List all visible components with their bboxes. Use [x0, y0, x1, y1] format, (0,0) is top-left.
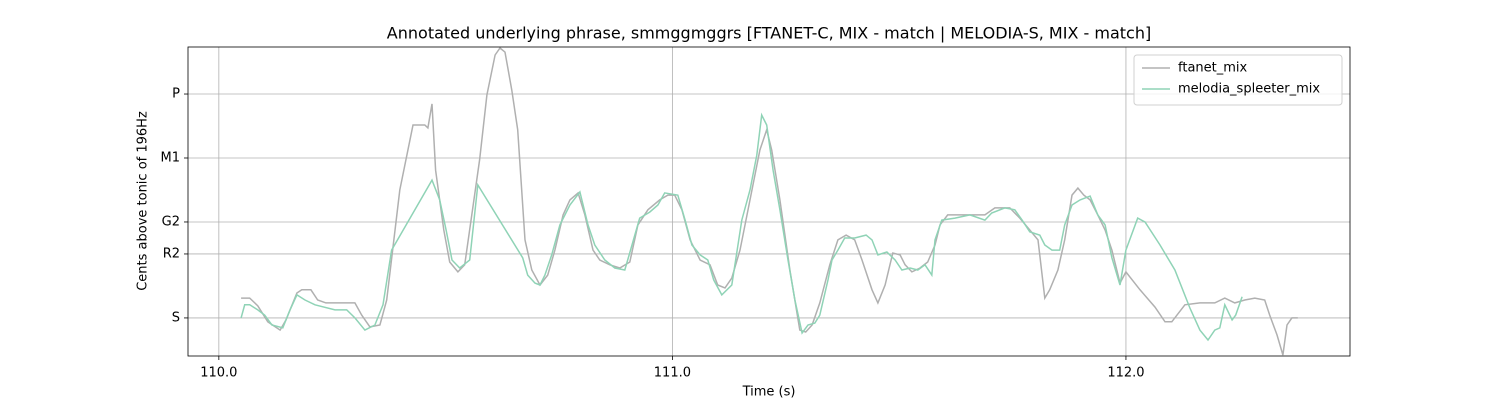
chart-title: Annotated underlying phrase, smmggmggrs … [387, 24, 1151, 43]
y-tick-label: R2 [163, 246, 180, 261]
legend-label: ftanet_mix [1178, 61, 1248, 76]
y-tick-label: S [172, 310, 180, 325]
legend-label: melodia_spleeter_mix [1178, 82, 1320, 97]
x-tick-label: 110.0 [200, 366, 237, 381]
plot-frame [187, 46, 1351, 357]
x-axis-label: Time (s) [742, 385, 796, 400]
x-tick-label: 111.0 [654, 366, 691, 381]
series-line [240, 112, 1243, 342]
y-tick-label: G2 [162, 214, 180, 229]
y-tick-label: M1 [161, 150, 181, 165]
x-tick-label: 112.0 [1107, 366, 1144, 381]
y-axis-label: Cents above tonic of 196Hz [136, 111, 151, 291]
y-tick-label: P [172, 87, 180, 102]
legend-box [1133, 54, 1343, 106]
